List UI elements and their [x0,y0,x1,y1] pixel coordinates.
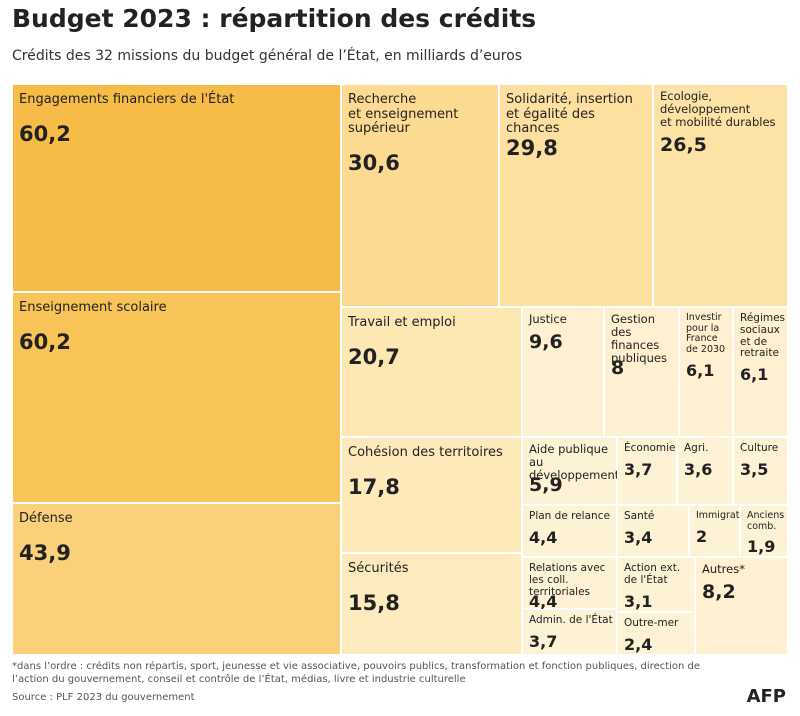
tile-value: 8,2 [702,580,736,603]
tile-value: 3,7 [529,631,558,651]
tile-value: 5,9 [529,473,563,496]
footnote: *dans l’ordre : crédits non répartis, sp… [12,661,701,685]
tile-label: Solidarité, insertion et égalité des cha… [506,92,633,137]
tile: Outre-mer 2,4 [617,612,695,655]
tile-value: 1,9 [747,537,776,557]
tile-label: Autres* [702,562,745,576]
tile-label: Agri. [684,442,709,454]
tile-value: 4,4 [529,591,558,611]
tile: Travail et emploi 20,7 [341,307,522,437]
tile-value: 60,2 [19,121,71,146]
tile-value: 60,2 [19,329,71,354]
tile-value: 6,1 [686,360,715,380]
tile-value: 20,7 [348,344,400,369]
tile: Anciens comb. 1,9 [740,505,788,557]
tile: Ecologie, développement et mobilité dura… [653,84,788,307]
tile-label: Économie [624,442,676,454]
tile-value: 4,4 [529,527,558,547]
tile-label: Recherche et enseignement supérieur [348,92,459,137]
tile-label: Ecologie, développement et mobilité dura… [660,89,776,129]
tile-value: 30,6 [348,150,400,175]
tile-label: Sécurités [348,561,409,576]
tile-value: 2,4 [624,634,653,654]
tile-value: 3,1 [624,591,653,611]
tile-label: Outre-mer [624,617,679,629]
tile-value: 43,9 [19,540,71,565]
tile-value: 3,4 [624,527,653,547]
tile: Investir pour la France de 2030 6,1 [679,307,733,437]
tile: Solidarité, insertion et égalité des cha… [499,84,653,307]
tile-label: Aide publique au développement [529,442,620,482]
tile: Aide publique au développement 5,9 [522,437,620,505]
tile-label: Relations avec les coll. territoriales [529,562,606,598]
tile-label: Défense [19,511,73,526]
tile: Santé 3,4 [617,505,689,557]
tile: Engagements financiers de l'État 60,2 [12,84,341,292]
tile-label: Admin. de l'État [529,614,613,626]
tile-value: 17,8 [348,474,400,499]
tile: Régimes sociaux et de retraite 6,1 [733,307,788,437]
tile-label: Travail et emploi [348,315,456,330]
tile-value: 2 [696,526,708,546]
tile-label: Engagements financiers de l'État [19,92,235,107]
tile: Plan de relance 4,4 [522,505,617,557]
tile: Action ext. de l'État 3,1 [617,557,695,612]
tile-label: Anciens comb. [747,510,785,532]
source: Source : PLF 2023 du gouvernement [12,692,195,703]
tile-label: Régimes sociaux et de retraite [740,312,786,360]
tile-value: 6,1 [740,365,769,385]
credit-logo: AFP [746,686,786,707]
tile-label: Cohésion des territoires [348,445,503,460]
tile: Relations avec les coll. territoriales 4,… [522,557,617,611]
tile-value: 26,5 [660,133,707,156]
tile: Justice 9,6 [522,307,604,437]
tile: Cohésion des territoires 17,8 [341,437,522,553]
tile-label: Enseignement scolaire [19,300,167,315]
tile: Sécurités 15,8 [341,553,522,655]
tile-label: Plan de relance [529,510,610,522]
tile-value: 3,6 [684,459,713,479]
chart-subtitle: Crédits des 32 missions du budget généra… [12,48,523,64]
tile: Culture 3,5 [733,437,788,505]
tile-value: 29,8 [506,136,558,161]
tile: Autres* 8,2 [695,557,788,655]
tile-label: Santé [624,510,655,522]
tile: Admin. de l'État 3,7 [522,609,617,655]
tile-label: Action ext. de l'État [624,562,681,586]
tile-value: 3,5 [740,459,769,479]
tile-value: 8 [611,356,625,379]
tile-label: Culture [740,442,779,454]
tile: Immigration 2 [689,505,754,557]
chart-title: Budget 2023 : répartition des crédits [12,4,537,33]
tile-label: Gestion des finances publiques [611,312,667,365]
tile-label: Investir pour la France de 2030 [686,312,726,355]
tile: Enseignement scolaire 60,2 [12,292,341,503]
tile-value: 9,6 [529,330,563,353]
tile-value: 3,7 [624,459,653,479]
tile-value: 15,8 [348,590,400,615]
tile: Recherche et enseignement supérieur 30,6 [341,84,499,307]
tile: Agri. 3,6 [677,437,733,505]
tile: Économie 3,7 [617,437,677,505]
tile-label: Immigration [696,510,754,521]
tile-label: Justice [529,312,567,326]
tile: Défense 43,9 [12,503,341,655]
tile: Gestion des finances publiques 8 [604,307,679,437]
